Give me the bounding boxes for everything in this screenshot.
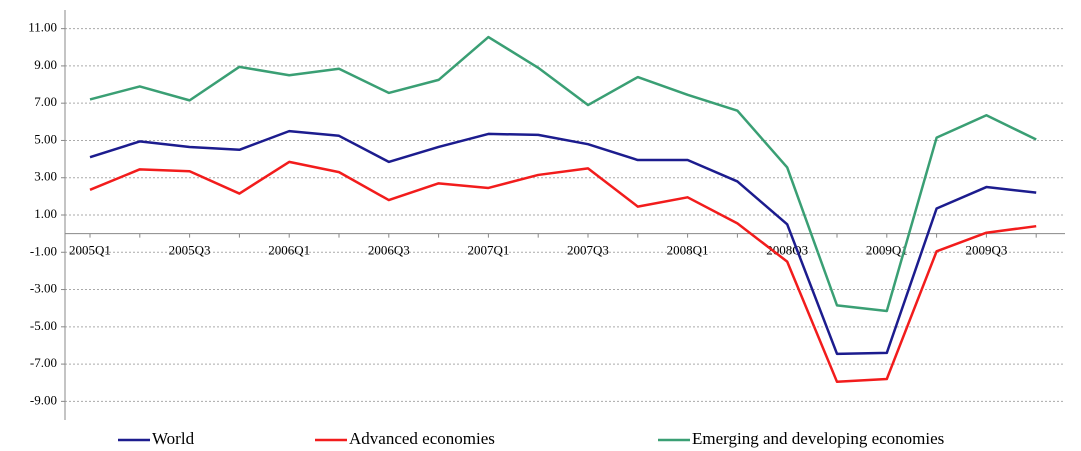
- legend-label: Advanced economies: [349, 429, 495, 448]
- y-tick-label: -7.00: [30, 355, 57, 370]
- y-tick-label: 3.00: [34, 169, 57, 184]
- x-tick-label: 2007Q1: [467, 243, 509, 258]
- series-line: [89, 160, 1037, 384]
- y-tick-label: -3.00: [30, 281, 57, 296]
- x-tick-label: 2005Q1: [69, 243, 111, 258]
- x-tick-label: 2006Q1: [268, 243, 310, 258]
- series-line: [89, 129, 1037, 356]
- y-tick-label: 1.00: [34, 206, 57, 221]
- x-tick-label: 2009Q1: [866, 243, 908, 258]
- y-tick-label: 11.00: [28, 20, 57, 35]
- y-tick-label: 9.00: [34, 57, 57, 72]
- y-tick-label: 5.00: [34, 131, 57, 146]
- series-line: [89, 35, 1037, 313]
- y-tick-label: -1.00: [30, 243, 57, 258]
- x-tick-label: 2007Q3: [567, 243, 609, 258]
- y-tick-label: 7.00: [34, 94, 57, 109]
- x-tick-label: 2005Q3: [169, 243, 211, 258]
- legend-label: Emerging and developing economies: [692, 429, 944, 448]
- legend-label: World: [152, 429, 195, 448]
- x-tick-label: 2006Q3: [368, 243, 410, 258]
- y-tick-label: -5.00: [30, 318, 57, 333]
- x-tick-label: 2009Q3: [965, 243, 1007, 258]
- x-tick-label: 2008Q1: [667, 243, 709, 258]
- y-tick-label: -9.00: [30, 392, 57, 407]
